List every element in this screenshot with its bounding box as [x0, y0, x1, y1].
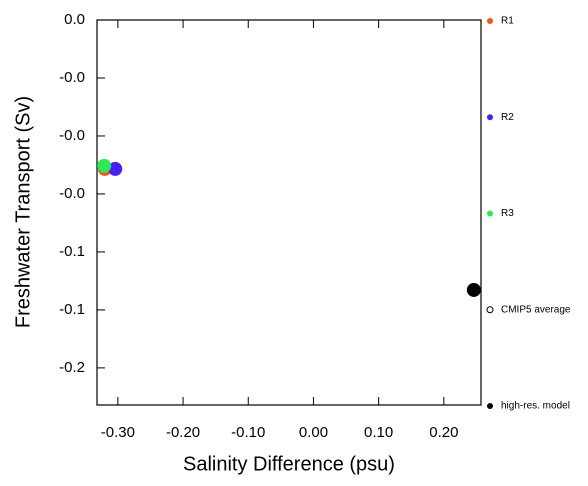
legend-marker	[487, 210, 493, 217]
x-axis-title: Salinity Difference (psu)	[183, 453, 395, 475]
x-tick-label: 0.00	[299, 424, 328, 441]
x-tick-label: 0.10	[364, 424, 393, 441]
x-tick-label: -0.30	[101, 424, 135, 441]
point	[466, 282, 481, 297]
legend-marker	[487, 114, 493, 121]
legend-marker	[487, 403, 493, 409]
legend-marker	[486, 306, 494, 314]
x-tick-label: 0.20	[429, 424, 458, 441]
x-tick-label: -0.10	[231, 424, 265, 441]
x-tick-label: -0.20	[166, 424, 200, 441]
y-axis-title: Freshwater Transport (Sv)	[12, 96, 34, 328]
y-tick-label: -0.0	[59, 127, 85, 144]
legend-label: R2	[501, 112, 514, 123]
y-tick-label: -0.1	[59, 301, 85, 318]
legend-label: R3	[501, 208, 514, 219]
legend-label: CMIP5 average	[501, 304, 571, 315]
y-tick-label: -0.2	[59, 359, 85, 376]
y-tick-label: 0.0	[64, 11, 85, 28]
y-tick-label: -0.0	[59, 185, 85, 202]
y-tick-label: -0.0	[59, 69, 85, 86]
plot-frame	[96, 19, 482, 406]
y-tick-label: -0.1	[59, 243, 85, 260]
legend-label: high-res. model	[501, 401, 570, 412]
legend-marker	[487, 18, 493, 24]
point	[97, 158, 112, 173]
legend-label: R1	[501, 16, 514, 27]
